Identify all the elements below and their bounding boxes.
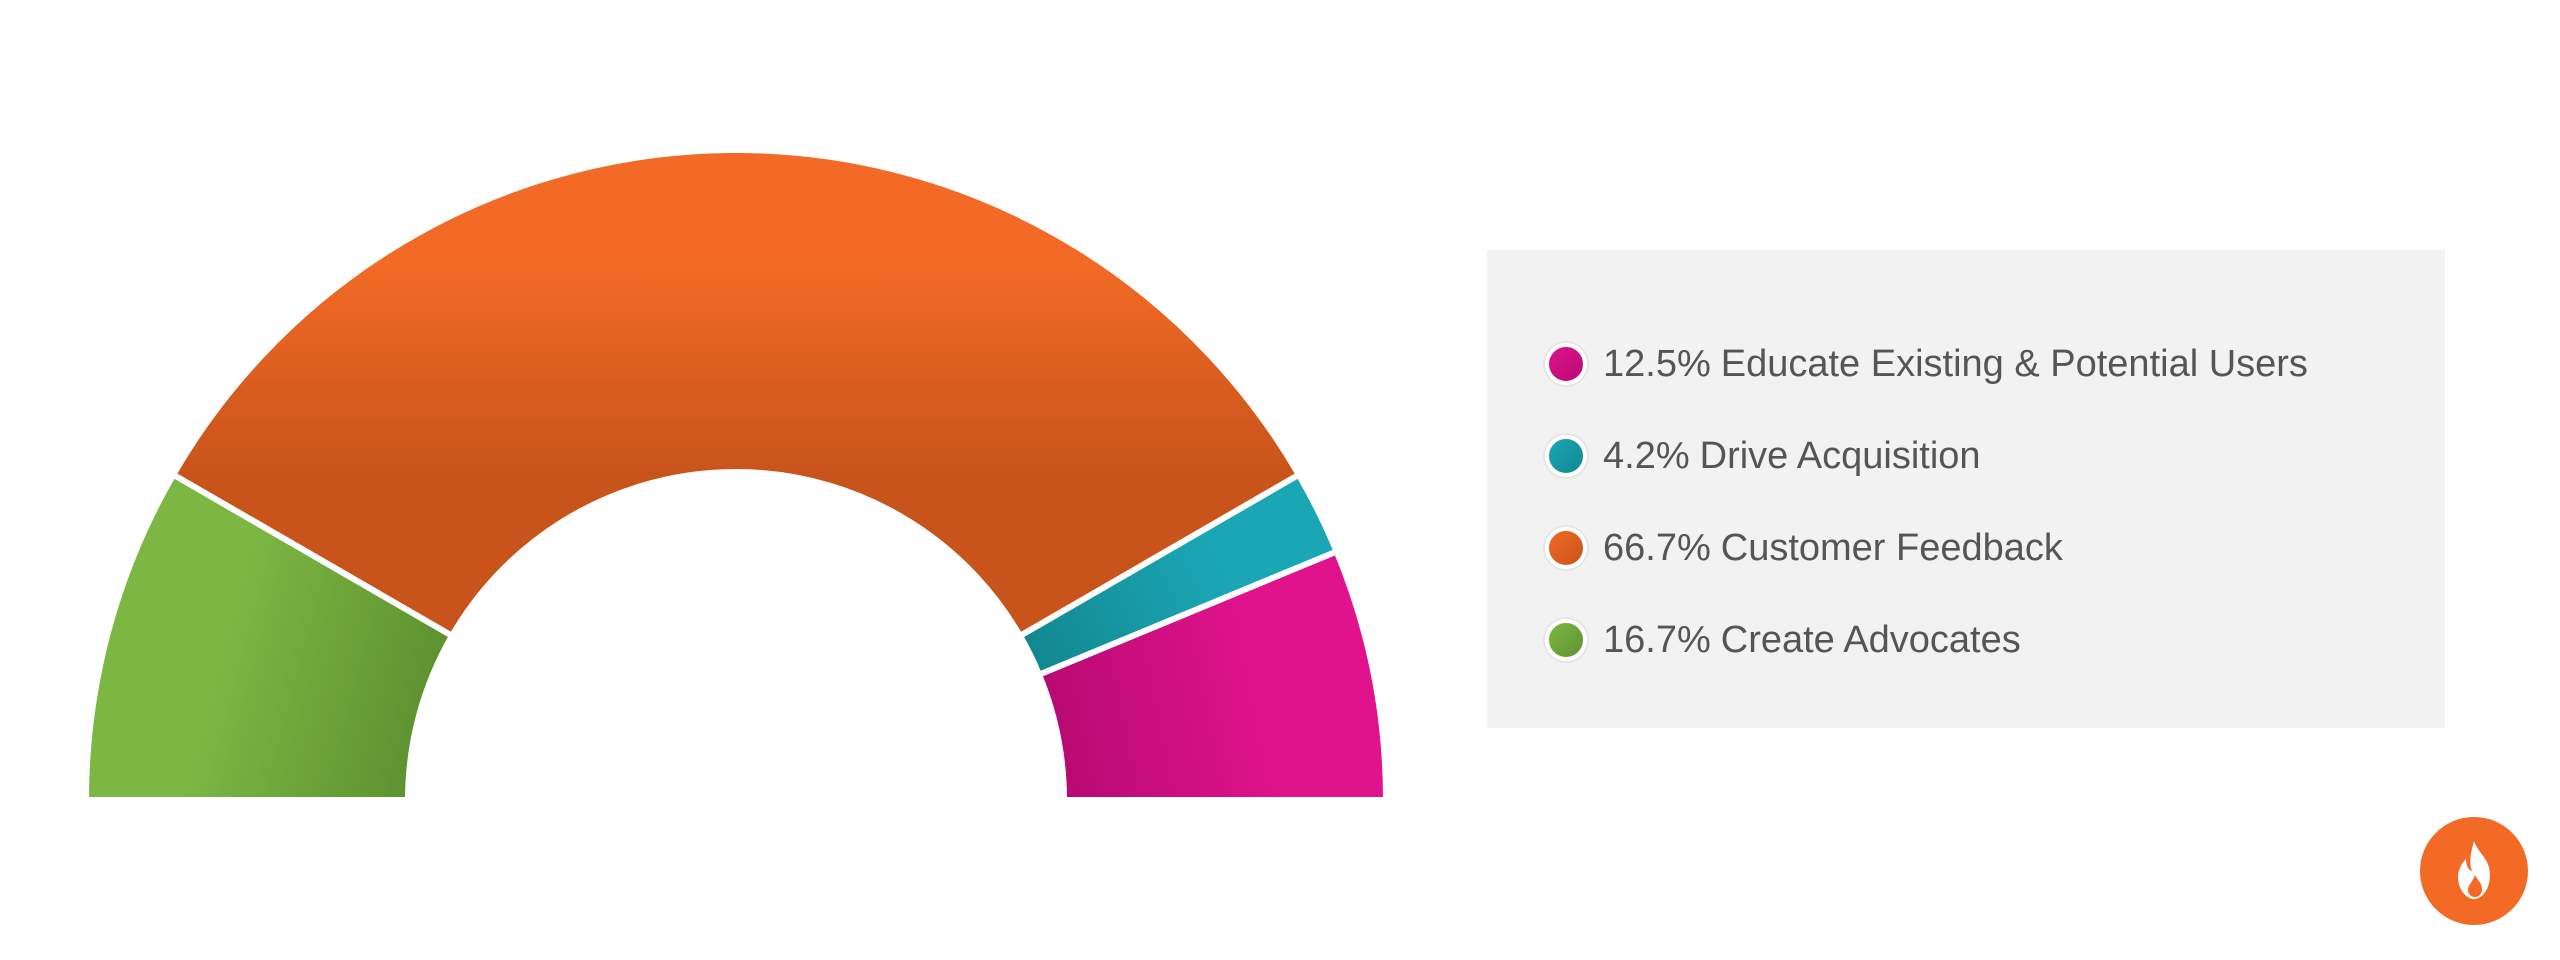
- semi-donut-chart: [0, 147, 1500, 820]
- legend-item-educate: 12.5% Educate Existing & Potential Users: [1545, 318, 2445, 410]
- legend-percent-acquisition: 4.2%: [1603, 434, 1690, 477]
- chart-baseline-mask: [0, 800, 1500, 820]
- legend-swatch-acquisition: [1545, 435, 1587, 477]
- slice-feedback: [169, 147, 1303, 640]
- legend-swatch-educate: [1545, 343, 1587, 385]
- legend-percent-educate: 12.5%: [1603, 342, 1711, 385]
- slice-advocates: [82, 470, 457, 803]
- chart-slices: [0, 147, 1500, 820]
- legend-swatch-advocates: [1545, 619, 1587, 661]
- legend-item-acquisition: 4.2% Drive Acquisition: [1545, 410, 2445, 502]
- legend-percent-feedback: 66.7%: [1603, 526, 1711, 569]
- flame-icon: [2458, 841, 2490, 899]
- legend-swatch-feedback: [1545, 527, 1587, 569]
- legend-item-advocates: 16.7% Create Advocates: [1545, 594, 2445, 686]
- legend-label-advocates: Create Advocates: [1720, 618, 2021, 661]
- legend-label-educate: Educate Existing & Potential Users: [1720, 342, 2308, 385]
- legend-percent-advocates: 16.7%: [1603, 618, 1711, 661]
- legend-label-feedback: Customer Feedback: [1720, 526, 2063, 569]
- legend-label-acquisition: Drive Acquisition: [1699, 434, 1981, 477]
- chart-legend: 12.5% Educate Existing & Potential Users …: [1487, 250, 2445, 728]
- legend-item-feedback: 66.7% Customer Feedback: [1545, 502, 2445, 594]
- brand-logo: [2420, 817, 2528, 925]
